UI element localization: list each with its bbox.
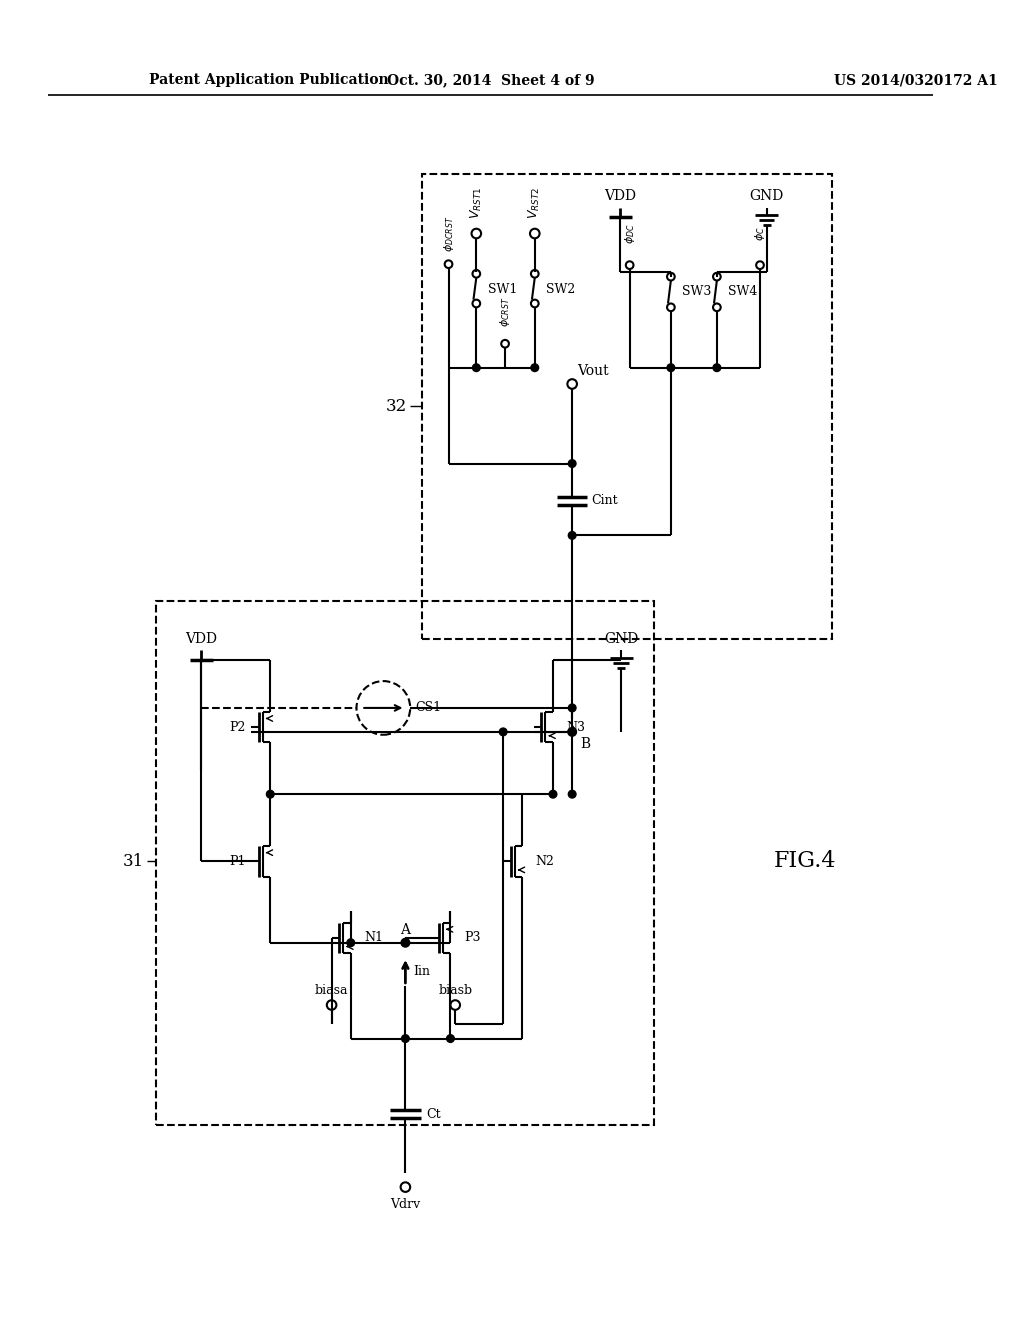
Text: VDD: VDD bbox=[185, 632, 217, 645]
Text: SW2: SW2 bbox=[546, 282, 575, 296]
Text: SW1: SW1 bbox=[487, 282, 517, 296]
Text: VDD: VDD bbox=[604, 189, 636, 203]
Text: P3: P3 bbox=[464, 932, 480, 944]
Text: Patent Application Publication: Patent Application Publication bbox=[148, 73, 388, 87]
Circle shape bbox=[401, 1035, 410, 1043]
Circle shape bbox=[549, 791, 557, 799]
Text: SW4: SW4 bbox=[728, 285, 758, 298]
Circle shape bbox=[266, 791, 274, 799]
Circle shape bbox=[568, 459, 575, 467]
Text: GND: GND bbox=[750, 189, 783, 203]
Circle shape bbox=[500, 729, 507, 735]
Text: B: B bbox=[580, 738, 590, 751]
Bar bbox=[157, 601, 653, 1125]
Circle shape bbox=[472, 364, 480, 371]
Circle shape bbox=[568, 791, 575, 799]
Text: FIG.4: FIG.4 bbox=[774, 850, 837, 873]
Text: $\phi_{DC}$: $\phi_{DC}$ bbox=[623, 223, 637, 244]
Text: P1: P1 bbox=[228, 855, 246, 867]
Text: biasa: biasa bbox=[314, 985, 348, 997]
Circle shape bbox=[568, 727, 577, 737]
Circle shape bbox=[568, 704, 575, 711]
Text: $V_{RST1}$: $V_{RST1}$ bbox=[469, 186, 484, 219]
Text: N2: N2 bbox=[536, 855, 555, 867]
Text: Vdrv: Vdrv bbox=[390, 1197, 421, 1210]
Text: $V_{RST2}$: $V_{RST2}$ bbox=[527, 186, 543, 219]
Circle shape bbox=[446, 1035, 455, 1043]
Text: SW3: SW3 bbox=[682, 285, 712, 298]
Text: US 2014/0320172 A1: US 2014/0320172 A1 bbox=[834, 73, 997, 87]
Text: $\phi_{CRST}$: $\phi_{CRST}$ bbox=[498, 297, 512, 327]
Bar bbox=[422, 174, 831, 639]
Text: Vout: Vout bbox=[577, 363, 608, 378]
Circle shape bbox=[667, 364, 675, 371]
Text: CS1: CS1 bbox=[415, 701, 441, 714]
Text: 32: 32 bbox=[386, 397, 408, 414]
Circle shape bbox=[568, 532, 575, 540]
Text: A: A bbox=[400, 923, 411, 937]
Circle shape bbox=[401, 939, 410, 946]
Text: Ct: Ct bbox=[426, 1107, 441, 1121]
Text: GND: GND bbox=[604, 632, 638, 645]
Text: N3: N3 bbox=[566, 721, 586, 734]
Circle shape bbox=[713, 364, 721, 371]
Text: biasb: biasb bbox=[438, 985, 472, 997]
Text: N1: N1 bbox=[365, 932, 383, 944]
Text: $\phi_{C}$: $\phi_{C}$ bbox=[753, 226, 767, 240]
Circle shape bbox=[347, 939, 354, 946]
Text: Oct. 30, 2014  Sheet 4 of 9: Oct. 30, 2014 Sheet 4 of 9 bbox=[387, 73, 595, 87]
Text: $\phi_{DCRST}$: $\phi_{DCRST}$ bbox=[441, 215, 456, 252]
Circle shape bbox=[531, 364, 539, 371]
Text: Iin: Iin bbox=[413, 965, 430, 978]
Text: Cint: Cint bbox=[591, 495, 617, 507]
Text: 31: 31 bbox=[123, 853, 143, 870]
Text: P2: P2 bbox=[229, 721, 246, 734]
